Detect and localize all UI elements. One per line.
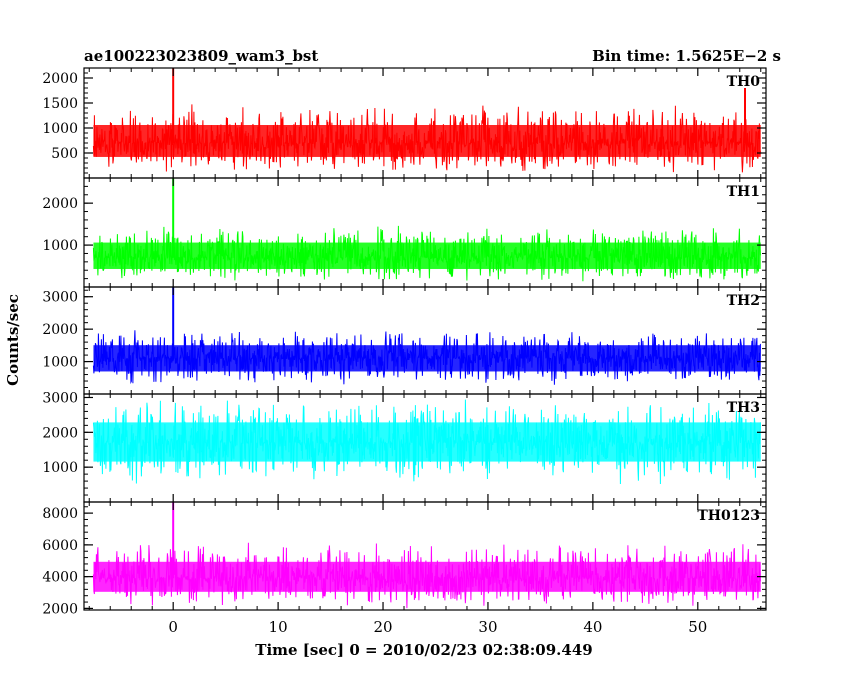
y-tick-label: 3000	[42, 390, 78, 406]
x-tick-label: 40	[583, 618, 602, 636]
y-tick-label: 4000	[42, 570, 78, 586]
series-th0123-band	[93, 561, 761, 592]
y-tick-label: 6000	[42, 538, 78, 554]
x-axis: 0 10 20 30 40 50	[168, 618, 707, 636]
panel-label-th0: TH0	[727, 74, 761, 90]
panel-label-th2: TH2	[727, 293, 760, 309]
y-axis-label: Counts/sec	[4, 294, 22, 386]
y-tick-label: 2000	[42, 322, 78, 338]
x-tick-label: 20	[373, 618, 392, 636]
x-tick-label: 10	[269, 618, 288, 636]
x-axis-label: Time [sec] 0 = 2010/02/23 02:38:09.449	[255, 641, 592, 659]
series-th1-band	[93, 242, 761, 269]
panel-label-th1: TH1	[727, 184, 760, 200]
series-th0-band	[93, 125, 761, 157]
x-tick-label: 0	[168, 618, 178, 636]
y-tick-label: 2000	[42, 425, 78, 441]
panel-th3: 1000 2000 3000 TH3	[42, 390, 767, 503]
y-tick-label: 2000	[42, 196, 78, 212]
panel-th2: 1000 2000 3000 TH2	[42, 286, 767, 395]
x-tick-label: 30	[478, 618, 497, 636]
panels-group: 500 1000 1500 2000 TH0 1000 2000 TH1 1000 2000 300…	[42, 67, 767, 617]
y-tick-label: 1000	[42, 121, 78, 137]
series-th3-band	[93, 422, 761, 462]
x-tick-label: 50	[688, 618, 707, 636]
panel-th0: 500 1000 1500 2000 TH0	[42, 67, 767, 179]
y-tick-label: 1500	[42, 96, 78, 112]
y-tick-label: 2000	[42, 601, 78, 617]
panel-th1: 1000 2000 TH1	[42, 177, 767, 288]
y-tick-label: 1000	[42, 460, 78, 476]
figure-title-left: ae100223023809_wam3_bst	[84, 47, 318, 65]
y-tick-label: 500	[51, 146, 78, 162]
y-tick-label: 1000	[42, 355, 78, 371]
panel-label-th0123: TH0123	[697, 508, 760, 524]
panel-frame	[83, 67, 767, 179]
series-th2-band	[93, 345, 761, 372]
panel-th0123: 2000 4000 6000 8000 TH0123	[42, 501, 767, 617]
panel-label-th3: TH3	[727, 400, 760, 416]
bin-time-label: Bin time: 1.5625E−2 s	[592, 47, 781, 65]
y-tick-label: 1000	[42, 238, 78, 254]
y-tick-label: 2000	[42, 71, 78, 87]
y-tick-label: 8000	[42, 506, 78, 522]
y-tick-label: 3000	[42, 290, 78, 306]
